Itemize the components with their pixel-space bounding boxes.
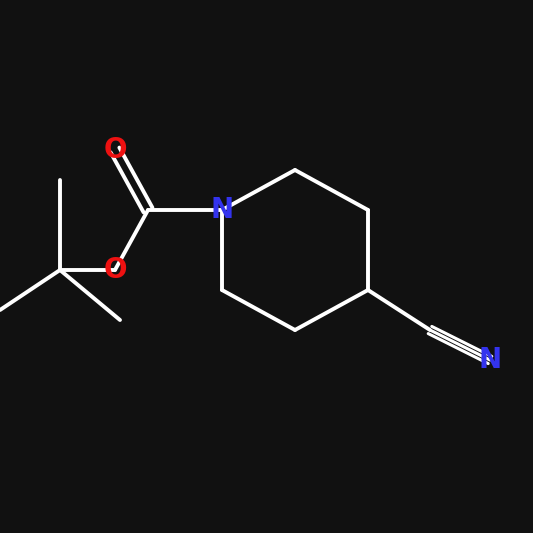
Text: N: N (211, 196, 233, 224)
Text: N: N (479, 346, 502, 374)
Text: O: O (103, 136, 127, 164)
Text: O: O (103, 256, 127, 284)
